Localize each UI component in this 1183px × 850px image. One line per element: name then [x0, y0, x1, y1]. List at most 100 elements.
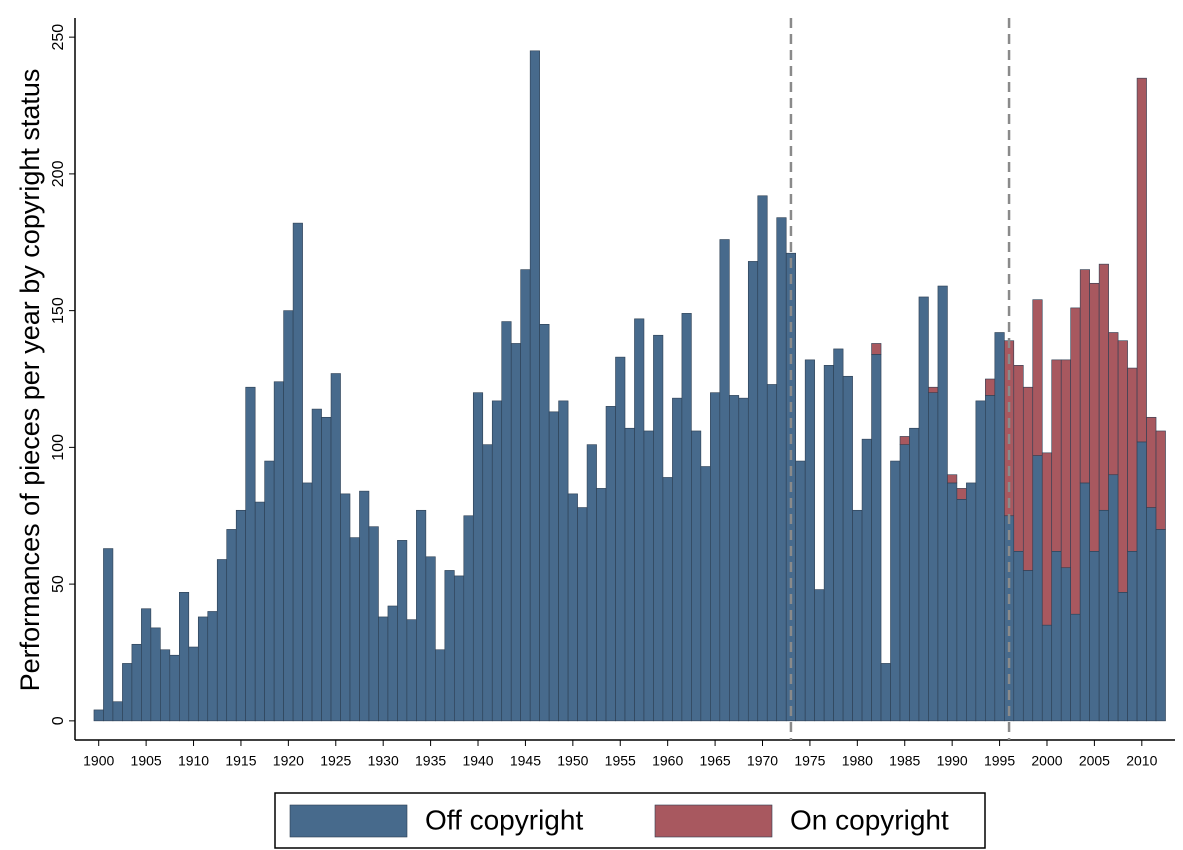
bar [1022, 570, 1034, 722]
bar [1136, 441, 1147, 722]
x-tick-label: 1955 [605, 753, 636, 769]
bar [1155, 529, 1166, 722]
bar [463, 515, 474, 722]
bar [529, 50, 540, 722]
bar [368, 526, 379, 722]
bar [1013, 550, 1024, 722]
bar [586, 444, 597, 722]
bar [795, 460, 806, 722]
bar [700, 466, 711, 722]
bar [710, 392, 721, 722]
bar [890, 460, 901, 722]
bar [359, 490, 370, 722]
bar [122, 663, 133, 722]
bar [928, 386, 939, 393]
bar [1032, 455, 1043, 722]
x-tick-label: 2010 [1126, 753, 1157, 769]
bar [966, 482, 977, 722]
bar [501, 321, 512, 722]
bar [662, 477, 673, 722]
legend-label: On copyright [790, 804, 949, 835]
bar [1070, 613, 1081, 722]
y-tick-label: 50 [50, 575, 67, 593]
bar [729, 395, 740, 722]
bar [804, 359, 815, 722]
bar [899, 444, 910, 722]
bar [624, 427, 635, 722]
bar [1117, 340, 1128, 593]
x-tick-label: 1910 [178, 753, 209, 769]
bar [899, 436, 910, 445]
bar [567, 493, 578, 722]
bar [169, 654, 180, 722]
bar [188, 646, 199, 722]
x-tick-label: 1975 [794, 753, 825, 769]
bar [928, 392, 939, 722]
x-tick-label: 1950 [557, 753, 588, 769]
bar [435, 649, 446, 722]
bar [112, 701, 123, 722]
bar [956, 488, 967, 500]
y-tick-label: 250 [50, 24, 67, 51]
x-tick-label: 1900 [83, 753, 114, 769]
bar [691, 430, 702, 722]
bar [757, 195, 768, 722]
bar [558, 400, 569, 722]
bar [1089, 550, 1100, 722]
bar [1108, 474, 1119, 722]
bar [852, 509, 863, 722]
bar [311, 408, 322, 722]
x-tick-label: 2000 [1031, 753, 1062, 769]
legend-swatch [654, 804, 773, 838]
x-tick-label: 1970 [747, 753, 778, 769]
bar [150, 627, 161, 722]
bar [985, 378, 996, 396]
y-tick-label: 200 [50, 160, 67, 187]
bar [340, 493, 351, 722]
bar [681, 313, 692, 722]
x-tick-label: 1990 [937, 753, 968, 769]
bar [387, 605, 398, 722]
bar [235, 509, 246, 722]
bar [1146, 507, 1157, 722]
bar [283, 310, 294, 722]
x-tick-label: 1905 [131, 753, 162, 769]
bar [880, 663, 891, 722]
bar [141, 608, 152, 722]
x-tick-label: 1915 [225, 753, 256, 769]
bar [871, 354, 882, 722]
x-tick-label: 1925 [320, 753, 351, 769]
bar [302, 482, 313, 722]
bar [330, 373, 341, 722]
bar [378, 616, 389, 722]
bar [226, 529, 237, 722]
bar [179, 592, 190, 722]
legend-label: Off copyright [425, 804, 583, 835]
bar [842, 375, 853, 722]
x-tick-label: 1995 [984, 753, 1015, 769]
bar [1127, 367, 1138, 552]
bar [909, 427, 920, 722]
bar [833, 348, 844, 722]
y-tick-label: 100 [50, 434, 67, 461]
bar [1079, 482, 1090, 722]
bar [472, 392, 484, 722]
bar [264, 460, 275, 722]
bar [425, 556, 436, 722]
bar [871, 343, 882, 355]
bar [1013, 365, 1024, 552]
bar [747, 261, 759, 722]
y-tick-label: 150 [50, 297, 67, 324]
bar [1060, 567, 1071, 722]
bar [254, 501, 265, 722]
bar [861, 438, 872, 722]
bar [1117, 592, 1128, 722]
bar [273, 381, 284, 722]
bar [216, 559, 228, 722]
bar [596, 488, 607, 722]
bar [93, 709, 104, 722]
bar [956, 499, 967, 722]
bar [719, 239, 730, 722]
bar [738, 397, 749, 722]
